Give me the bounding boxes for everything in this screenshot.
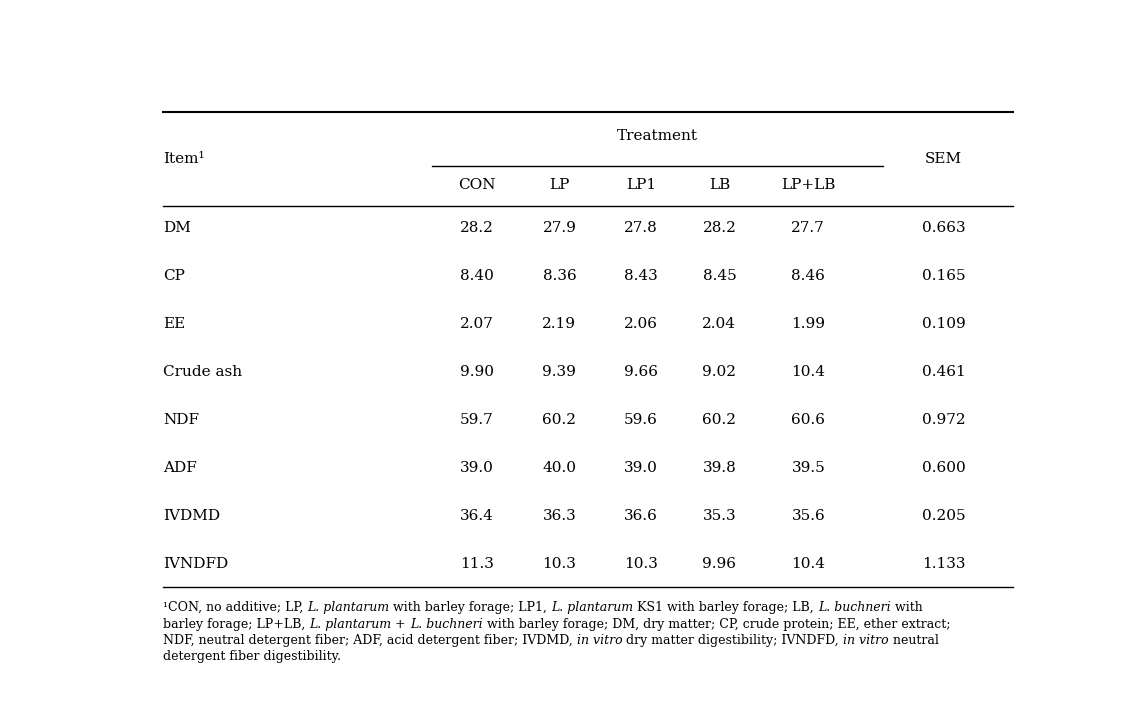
Text: 9.90: 9.90: [460, 365, 493, 379]
Text: LP: LP: [549, 178, 570, 192]
Text: 40.0: 40.0: [543, 461, 577, 475]
Text: 36.6: 36.6: [624, 509, 658, 523]
Text: LP1: LP1: [626, 178, 656, 192]
Text: 35.3: 35.3: [703, 509, 736, 523]
Text: 11.3: 11.3: [460, 557, 493, 571]
Text: IVNDFD: IVNDFD: [163, 557, 228, 571]
Text: NDF: NDF: [163, 413, 198, 427]
Text: 0.165: 0.165: [921, 269, 966, 284]
Text: 36.3: 36.3: [543, 509, 576, 523]
Text: EE: EE: [163, 317, 185, 332]
Text: L. plantarum: L. plantarum: [307, 601, 389, 614]
Text: Crude ash: Crude ash: [163, 365, 242, 379]
Text: 10.4: 10.4: [791, 557, 826, 571]
Text: 39.0: 39.0: [460, 461, 493, 475]
Text: 28.2: 28.2: [460, 221, 493, 236]
Text: Treatment: Treatment: [617, 129, 699, 143]
Text: SEM: SEM: [924, 153, 962, 166]
Text: 27.9: 27.9: [543, 221, 576, 236]
Text: 10.3: 10.3: [543, 557, 576, 571]
Text: 2.07: 2.07: [460, 317, 493, 332]
Text: L. plantarum: L. plantarum: [552, 601, 633, 614]
Text: in vitro: in vitro: [577, 634, 623, 647]
Text: 60.2: 60.2: [543, 413, 577, 427]
Text: 2.06: 2.06: [624, 317, 658, 332]
Text: KS1 with barley forage; LB,: KS1 with barley forage; LB,: [633, 601, 818, 614]
Text: ¹CON, no additive; LP,: ¹CON, no additive; LP,: [163, 601, 307, 614]
Text: 39.0: 39.0: [624, 461, 658, 475]
Text: with barley forage; DM, dry matter; CP, crude protein; EE, ether extract;: with barley forage; DM, dry matter; CP, …: [483, 618, 950, 631]
Text: 0.972: 0.972: [921, 413, 966, 427]
Text: LB: LB: [709, 178, 729, 192]
Text: DM: DM: [163, 221, 190, 236]
Text: in vitro: in vitro: [843, 634, 889, 647]
Text: 59.7: 59.7: [460, 413, 493, 427]
Text: 8.43: 8.43: [624, 269, 658, 284]
Text: 10.4: 10.4: [791, 365, 826, 379]
Text: 59.6: 59.6: [624, 413, 658, 427]
Text: 8.45: 8.45: [702, 269, 736, 284]
Text: 2.19: 2.19: [543, 317, 577, 332]
Text: 39.8: 39.8: [702, 461, 736, 475]
Text: 27.8: 27.8: [624, 221, 658, 236]
Text: L. buchneri: L. buchneri: [409, 618, 483, 631]
Text: 0.461: 0.461: [921, 365, 966, 379]
Text: 60.6: 60.6: [791, 413, 826, 427]
Text: 0.205: 0.205: [921, 509, 966, 523]
Text: 9.39: 9.39: [543, 365, 576, 379]
Text: with: with: [890, 601, 922, 614]
Text: 27.7: 27.7: [791, 221, 825, 236]
Text: 1.99: 1.99: [791, 317, 826, 332]
Text: L. plantarum: L. plantarum: [310, 618, 391, 631]
Text: 39.5: 39.5: [791, 461, 825, 475]
Text: NDF, neutral detergent fiber; ADF, acid detergent fiber; IVDMD,: NDF, neutral detergent fiber; ADF, acid …: [163, 634, 577, 647]
Text: L. buchneri: L. buchneri: [818, 601, 890, 614]
Text: 8.40: 8.40: [460, 269, 493, 284]
Text: 36.4: 36.4: [460, 509, 493, 523]
Text: 60.2: 60.2: [702, 413, 736, 427]
Text: Item¹: Item¹: [163, 153, 204, 166]
Text: +: +: [391, 618, 409, 631]
Text: 28.2: 28.2: [702, 221, 736, 236]
Text: detergent fiber digestibility.: detergent fiber digestibility.: [163, 651, 341, 664]
Text: 9.02: 9.02: [702, 365, 736, 379]
Text: LP+LB: LP+LB: [781, 178, 835, 192]
Text: 10.3: 10.3: [624, 557, 658, 571]
Text: neutral: neutral: [889, 634, 938, 647]
Text: 8.36: 8.36: [543, 269, 576, 284]
Text: dry matter digestibility; IVNDFD,: dry matter digestibility; IVNDFD,: [623, 634, 843, 647]
Text: 0.600: 0.600: [921, 461, 966, 475]
Text: 8.46: 8.46: [791, 269, 825, 284]
Text: 9.66: 9.66: [624, 365, 658, 379]
Text: ADF: ADF: [163, 461, 196, 475]
Text: 35.6: 35.6: [791, 509, 825, 523]
Text: CON: CON: [458, 178, 496, 192]
Text: barley forage; LP+LB,: barley forage; LP+LB,: [163, 618, 310, 631]
Text: 0.109: 0.109: [921, 317, 966, 332]
Text: CP: CP: [163, 269, 185, 284]
Text: 0.663: 0.663: [921, 221, 966, 236]
Text: 2.04: 2.04: [702, 317, 736, 332]
Text: IVDMD: IVDMD: [163, 509, 220, 523]
Text: 1.133: 1.133: [922, 557, 965, 571]
Text: 9.96: 9.96: [702, 557, 736, 571]
Text: with barley forage; LP1,: with barley forage; LP1,: [389, 601, 552, 614]
